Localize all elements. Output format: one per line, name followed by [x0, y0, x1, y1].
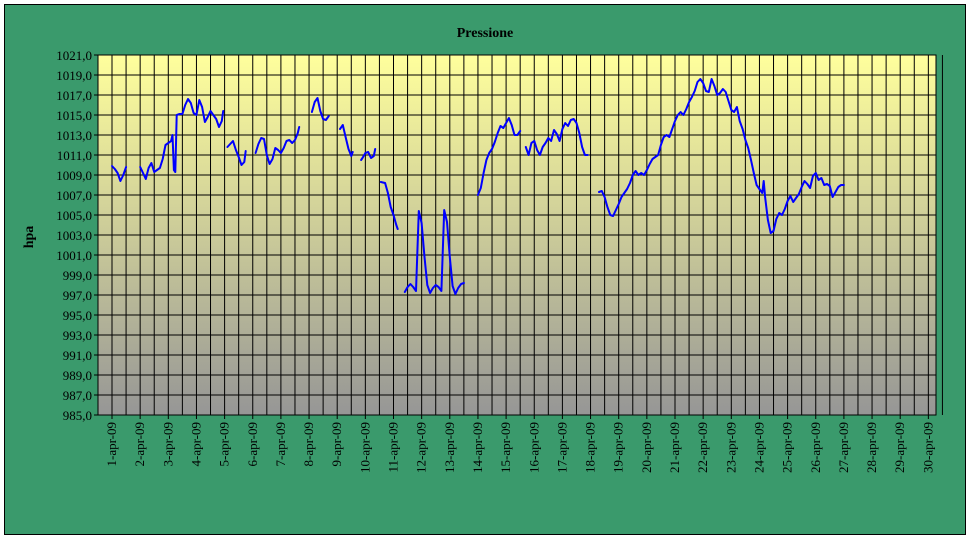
y-axis-label: hpa: [22, 226, 37, 249]
x-tick-label: 12-apr-09: [414, 422, 429, 473]
y-tick-label: 1021,0: [56, 48, 92, 63]
x-tick-label: 21-apr-09: [667, 422, 682, 473]
x-tick-label: 28-apr-09: [864, 422, 879, 473]
x-tick-label: 29-apr-09: [892, 422, 907, 473]
series-line-segment: [339, 124, 354, 157]
x-tick-label: 20-apr-09: [639, 422, 654, 473]
series-line-segment: [598, 78, 845, 234]
series-pressure: [111, 78, 845, 295]
series-line-segment: [310, 97, 330, 121]
y-tick-label: 995,0: [63, 308, 92, 323]
y-tick-label: 993,0: [63, 328, 92, 343]
series-line-segment: [476, 117, 522, 196]
chart-title: Pressione: [457, 26, 514, 41]
x-tick-label: 8-apr-09: [301, 422, 316, 467]
y-tick-label: 1013,0: [56, 128, 92, 143]
x-tick-label: 15-apr-09: [498, 422, 513, 473]
x-tick-label: 5-apr-09: [217, 422, 232, 467]
series-line-segment: [254, 126, 301, 165]
y-tick-label: 1017,0: [56, 88, 92, 103]
x-tick-label: 30-apr-09: [920, 422, 935, 473]
x-tick-label: 16-apr-09: [526, 422, 541, 473]
y-tick-label: 997,0: [63, 288, 92, 303]
x-tick-label: 1-apr-09: [104, 422, 119, 467]
y-tick-label: 989,0: [63, 368, 92, 383]
grid: [98, 54, 943, 416]
x-tick-label: 17-apr-09: [554, 422, 569, 473]
y-tick-label: 1005,0: [56, 208, 92, 223]
y-tick-label: 1015,0: [56, 108, 92, 123]
x-tick-label: 23-apr-09: [723, 422, 738, 473]
x-tick-label: 3-apr-09: [160, 422, 175, 467]
y-tick-label: 991,0: [63, 348, 92, 363]
y-tick-label: 985,0: [63, 408, 92, 423]
y-tick-label: 1009,0: [56, 168, 92, 183]
x-tick-label: 19-apr-09: [611, 422, 626, 473]
series-line-segment: [111, 165, 128, 182]
series-line-segment: [403, 209, 465, 295]
y-tick-label: 1007,0: [56, 188, 92, 203]
x-tick-label: 22-apr-09: [695, 422, 710, 473]
series-line-segment: [379, 181, 399, 230]
y-axis-ticks: 1021,0 1019,0 1017,0 1015,0 1013,0 1011,0 1009…: [56, 48, 98, 423]
x-tick-label: 18-apr-09: [583, 422, 598, 473]
y-tick-label: 1019,0: [56, 68, 92, 83]
y-tick-label: 1001,0: [56, 248, 92, 263]
x-tick-label: 10-apr-09: [357, 422, 372, 473]
x-tick-label: 4-apr-09: [188, 422, 203, 467]
series-line-segment: [524, 118, 589, 156]
x-tick-label: 14-apr-09: [470, 422, 485, 473]
series-line-segment: [139, 98, 225, 180]
y-tick-label: 1003,0: [56, 228, 92, 243]
series-line-segment: [360, 148, 377, 161]
x-axis-ticks: 1-apr-09 2-apr-09 3-apr-09 4-apr-09 5-apr-09…: [104, 415, 935, 473]
series-line-segment: [226, 140, 247, 166]
y-tick-label: 999,0: [63, 268, 92, 283]
y-tick-label: 1011,0: [57, 148, 92, 163]
x-tick-label: 11-apr-09: [386, 422, 401, 473]
x-tick-label: 13-apr-09: [442, 422, 457, 473]
x-tick-label: 9-apr-09: [329, 422, 344, 467]
y-tick-label: 987,0: [63, 388, 92, 403]
x-tick-label: 27-apr-09: [836, 422, 851, 473]
x-tick-label: 6-apr-09: [245, 422, 260, 467]
x-tick-label: 24-apr-09: [751, 422, 766, 473]
x-tick-label: 7-apr-09: [273, 422, 288, 467]
x-tick-label: 26-apr-09: [808, 422, 823, 473]
x-tick-label: 2-apr-09: [132, 422, 147, 467]
x-tick-label: 25-apr-09: [780, 422, 795, 473]
